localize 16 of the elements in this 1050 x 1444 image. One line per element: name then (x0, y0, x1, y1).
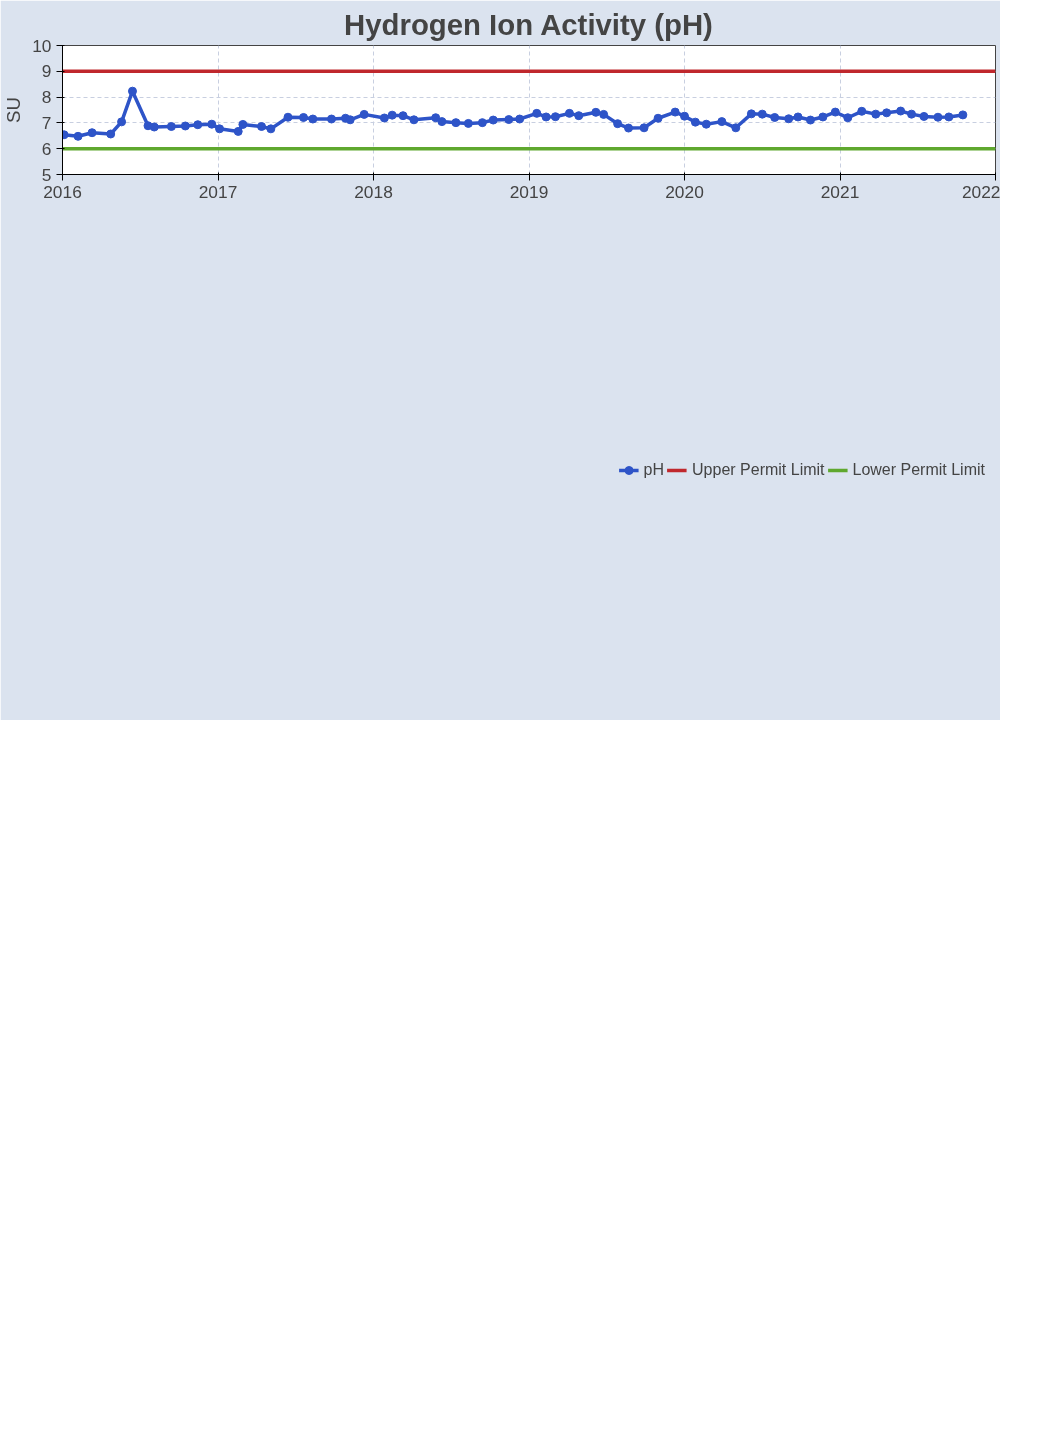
x-tick-label: 2017 (198, 181, 238, 202)
x-tick-label: 2021 (820, 181, 860, 202)
y-tick-label: 7 (41, 112, 52, 133)
x-tick-label: 2022 (961, 181, 1001, 202)
legend-label: Upper Permit Limit (692, 461, 825, 479)
x-tick-label: 2018 (354, 181, 393, 202)
x-tick-label: 2020 (665, 181, 704, 202)
x-tick-label: 2019 (509, 181, 549, 202)
y-tick-label: 10 (32, 35, 52, 56)
legend-label: pH (643, 461, 665, 479)
y-tick-label: 9 (41, 61, 52, 82)
legend-label: Lower Permit Limit (852, 461, 985, 479)
chart-title: Hydrogen Ion Activity (pH) (344, 7, 713, 41)
y-tick-label: 8 (41, 87, 52, 108)
y-axis-title: SU (3, 97, 25, 123)
y-tick-label: 6 (41, 138, 52, 159)
